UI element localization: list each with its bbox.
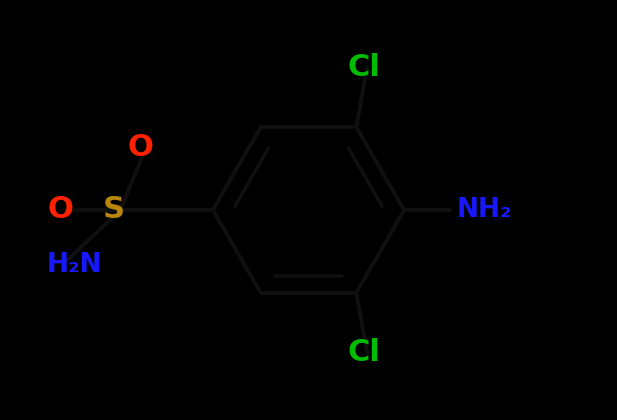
Text: S: S	[103, 195, 125, 225]
Text: Cl: Cl	[347, 338, 381, 368]
Text: Cl: Cl	[347, 52, 381, 82]
Text: H₂N: H₂N	[46, 252, 102, 278]
Text: O: O	[128, 132, 154, 162]
Text: NH₂: NH₂	[457, 197, 512, 223]
Text: O: O	[48, 195, 73, 225]
